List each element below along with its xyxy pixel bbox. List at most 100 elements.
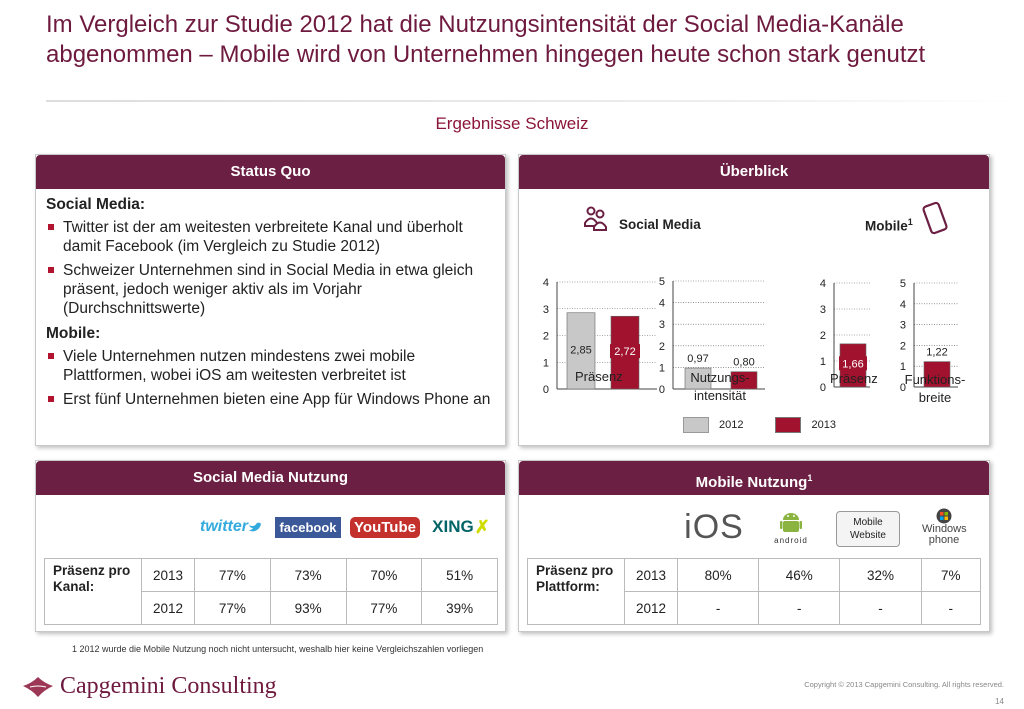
table-row: Präsenz pro Plattform: 2013 80% 46% 32% … <box>527 558 982 625</box>
chart4-category-label: Funktions-breite <box>900 371 970 407</box>
windows-phone-text: Windows phone <box>922 523 967 546</box>
youtube-logo: YouTube <box>348 501 422 553</box>
status-quo-panel: Status Quo Social Media: Twitter ist der… <box>35 154 506 446</box>
y-tick-label: 4 <box>543 277 549 289</box>
mobile-website-text: Mobile Website <box>850 517 886 541</box>
y-tick-label: 3 <box>820 304 826 316</box>
value-cell: 80% <box>676 558 760 592</box>
ios-logo: iOS <box>677 501 751 553</box>
year-cell: 2013 <box>624 558 678 592</box>
android-robot-icon <box>780 512 802 532</box>
legend-swatch-2013 <box>775 417 802 433</box>
mobile-bullets: Viele Unternehmen nutzen mindestens zwei… <box>46 347 497 409</box>
bullet-item: Erst fünf Unternehmen bieten eine App fü… <box>46 390 497 409</box>
spade-logo-icon <box>23 676 53 697</box>
data-label: 0,97 <box>687 353 708 365</box>
data-label-bg <box>839 356 867 371</box>
value-cell: - <box>758 591 841 625</box>
y-tick-label: 2 <box>900 340 906 352</box>
social-media-bullets: Twitter ist der am weitesten verbreitete… <box>46 218 497 318</box>
value-cell: - <box>676 591 760 625</box>
bullet-item: Viele Unternehmen nutzen mindestens zwei… <box>46 347 497 385</box>
status-quo-content: Social Media: Twitter ist der am weitest… <box>36 189 505 409</box>
ios-logo-text: iOS <box>684 507 744 546</box>
year-cell: 2013 <box>141 558 195 592</box>
bullet-item: Schweizer Unternehmen sind in Social Med… <box>46 261 497 318</box>
android-logo-text: android <box>774 535 808 545</box>
page-number: 14 <box>995 697 1004 706</box>
windows-icon <box>936 508 952 524</box>
mobile-usage-panel: Mobile Nutzung1 iOS android Mobile Websi… <box>518 460 990 632</box>
page-subtitle: Ergebnisse Schweiz <box>435 114 589 133</box>
xing-logo: XING ✗ <box>424 501 498 553</box>
chart4-label-line2: breite <box>918 390 952 405</box>
value-cell: 7% <box>920 558 982 592</box>
social-media-heading: Social Media: <box>46 196 146 213</box>
bar-2013 <box>730 371 758 390</box>
bar-2013 <box>923 361 951 388</box>
value-cell: 46% <box>758 558 841 592</box>
overview-heading: Überblick <box>519 155 989 189</box>
mobile-phone-icon <box>922 201 948 235</box>
y-tick-label: 5 <box>659 276 665 288</box>
mobile-chart-title: Mobile1 <box>865 217 913 234</box>
footnote: 1 2012 wurde die Mobile Nutzung noch nic… <box>72 644 484 654</box>
data-label: 1,22 <box>926 347 947 359</box>
chart2-label-line1: Nutzungs- <box>690 370 750 385</box>
y-tick-label: 1 <box>659 362 665 374</box>
bird-icon <box>249 522 261 532</box>
chart2-label-line2: intensität <box>693 388 747 403</box>
y-tick-label: 2 <box>820 330 826 342</box>
value-cell: 73% <box>269 558 347 592</box>
mobile-usage-table: Präsenz pro Plattform: 2013 80% 46% 32% … <box>527 558 982 625</box>
table-row: Präsenz pro Kanal: 2013 77% 73% 70% 51% <box>44 558 498 625</box>
social-usage-panel: Social Media Nutzung twitter facebook Yo… <box>35 460 506 632</box>
xing-x-icon: ✗ <box>474 516 490 537</box>
overview-bar-charts: 0 1 2 3 4 2,85 2,72 0 1 2 3 4 5 0,97 0,80 0 1 2 3 4 1,66 0 1 2 3… <box>543 276 958 396</box>
row-label-text: Präsenz pro Plattform: <box>536 563 614 594</box>
row-label: Präsenz pro Plattform: <box>527 558 625 625</box>
y-tick-label: 0 <box>543 384 549 396</box>
mobile-title-text: Mobile <box>865 218 908 234</box>
value-cell: 51% <box>421 558 498 592</box>
mobile-usage-heading: Mobile Nutzung1 <box>519 461 989 495</box>
y-tick-label: 3 <box>543 304 549 316</box>
data-label-bg <box>610 344 640 359</box>
mobile-heading: Mobile: <box>46 325 101 342</box>
chart-legend: 2012 2013 <box>683 417 836 433</box>
social-usage-table: Präsenz pro Kanal: 2013 77% 73% 70% 51% … <box>44 558 498 625</box>
social-media-chart-title: Social Media <box>619 217 701 232</box>
y-tick-label: 0 <box>900 382 906 394</box>
data-label: 0,80 <box>733 357 754 369</box>
data-label: 2,72 <box>614 346 635 358</box>
social-usage-heading: Social Media Nutzung <box>36 461 505 495</box>
facebook-logo: facebook <box>273 501 343 553</box>
legend-swatch-2012 <box>683 417 709 433</box>
y-tick-label: 1 <box>900 361 906 373</box>
y-tick-label: 4 <box>659 298 665 310</box>
overview-panel: Überblick Social Media Mobile1 0 1 2 3 4 2,85… <box>518 154 990 446</box>
overview-charts: Social Media Mobile1 0 1 2 3 4 2,85 2,72 0 1 2 3 4 5… <box>519 189 989 449</box>
twitter-logo-text: twitter <box>200 518 248 535</box>
data-label: 1,66 <box>842 358 863 370</box>
mobile-usage-heading-text: Mobile Nutzung <box>695 474 808 491</box>
brand-name: Capgemini Consulting <box>60 673 277 699</box>
value-cell: 77% <box>345 591 423 625</box>
y-tick-label: 4 <box>820 278 826 290</box>
bar-2012 <box>566 312 596 390</box>
xing-logo-text: XING <box>432 517 474 536</box>
value-cell: 93% <box>269 591 347 625</box>
table-row: 2012 77% 93% 77% 39% <box>45 591 498 625</box>
data-label: 2,85 <box>570 344 591 356</box>
facebook-logo-text: facebook <box>275 516 341 538</box>
year-cell: 2012 <box>141 591 195 625</box>
row-label: Präsenz pro Kanal: <box>44 558 142 625</box>
value-cell: - <box>839 591 922 625</box>
chart1-category-label: Präsenz <box>575 369 623 384</box>
footnote-marker: 1 <box>807 473 813 483</box>
y-tick-label: 2 <box>543 331 549 343</box>
windows-phone-logo: Windows phone <box>909 501 979 553</box>
bar-2012 <box>684 367 712 390</box>
y-tick-label: 3 <box>659 319 665 331</box>
twitter-logo: twitter <box>194 501 268 553</box>
